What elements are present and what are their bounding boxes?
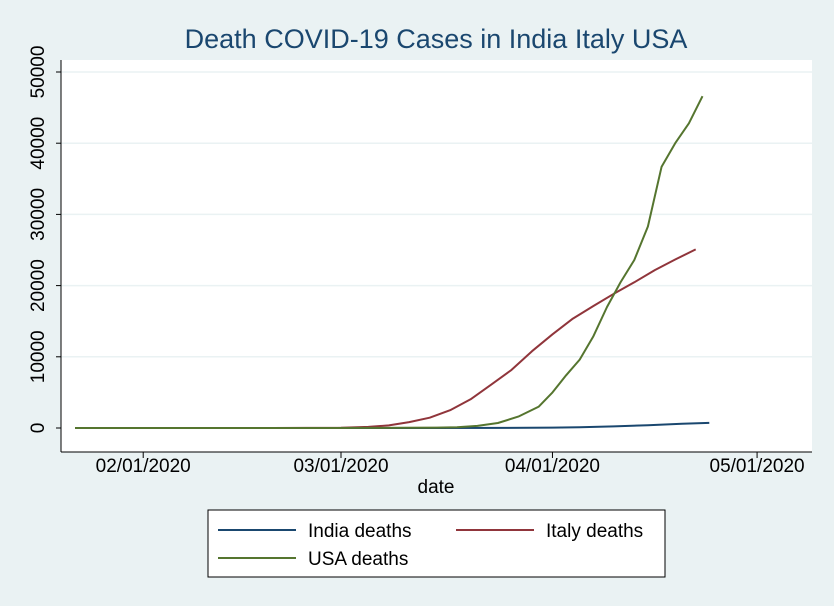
x-tick-label: 04/01/2020 [505,456,600,477]
x-axis-title: date [418,477,455,498]
x-tick-label: 02/01/2020 [96,456,191,477]
legend-label-india: India deaths [308,521,412,542]
y-tick-label: 20000 [28,259,49,312]
legend-label-usa: USA deaths [308,549,408,570]
y-tick-label: 10000 [28,330,49,383]
series-line-usa [75,95,704,429]
x-axis: 02/01/2020 03/01/2020 04/01/2020 05/01/2020 [61,451,812,477]
chart-title: Death COVID-19 Cases in India Italy USA [185,24,688,54]
x-tick-label: 03/01/2020 [293,456,388,477]
series-lines [75,95,710,429]
legend-box [207,509,666,578]
y-tick-label: 50000 [28,46,49,99]
gridlines [61,71,812,358]
legend-label-italy: Italy deaths [546,521,643,542]
plot-area [61,60,812,452]
y-tick-label: 40000 [28,117,49,170]
y-axis: 0 10000 20000 30000 40000 50000 [28,46,62,452]
x-tick-label: 05/01/2020 [710,456,805,477]
legend: India deaths Italy deaths USA deaths [207,509,666,578]
y-tick-label: 0 [28,423,49,434]
y-tick-label: 30000 [28,188,49,241]
